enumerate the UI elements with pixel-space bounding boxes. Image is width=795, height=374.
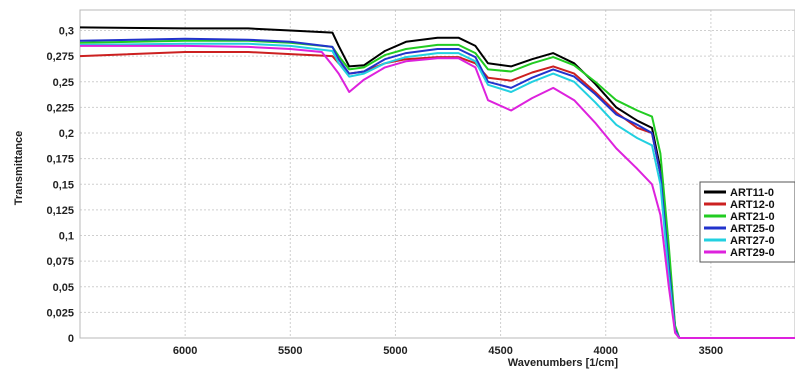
legend-label: ART21-0 (730, 211, 775, 223)
legend: ART11-0ART12-0ART21-0ART25-0ART27-0ART29… (699, 181, 795, 263)
plot-area-border (79, 9, 795, 339)
y-tick-label: 0,025 (46, 307, 74, 319)
series-line-art11-0 (79, 26, 795, 339)
series-line-art25-0 (79, 37, 795, 339)
x-tick-label: 6000 (173, 345, 197, 357)
series-line-art12-0 (79, 51, 795, 339)
x-tick-label: 4500 (488, 345, 512, 357)
series-layer (79, 26, 795, 339)
y-tick-label: 0,275 (46, 51, 74, 63)
y-axis-ticks: 0 0,025 0,05 0,075 0,1 0,125 0,15 0,175 0,2 0,225… (46, 26, 74, 346)
legend-label: ART11-0 (730, 187, 774, 199)
grid-lines (80, 10, 795, 339)
y-tick-label: 0,2 (59, 128, 74, 140)
legend-label: ART12-0 (730, 199, 775, 211)
legend-label: ART29-0 (730, 247, 775, 259)
y-tick-label: 0,15 (53, 179, 74, 191)
legend-label: ART25-0 (730, 223, 775, 235)
y-tick-label: 0,25 (53, 77, 74, 89)
y-tick-label: 0,3 (59, 26, 74, 38)
y-tick-label: 0,05 (53, 282, 74, 294)
legend-box (699, 181, 795, 263)
x-tick-label: 4000 (593, 345, 617, 357)
y-axis-title: Transmittance (13, 131, 25, 206)
y-tick-label: 0,1 (59, 231, 74, 243)
y-tick-label: 0,075 (46, 256, 74, 268)
y-tick-label: 0,175 (46, 154, 74, 166)
series-line-art27-0 (79, 42, 795, 339)
y-tick-label: 0,125 (46, 205, 74, 217)
y-tick-label: 0,225 (46, 102, 74, 114)
y-tick-label: 0 (68, 333, 74, 345)
x-tick-label: 3500 (699, 345, 723, 357)
series-line-art29-0 (80, 44, 795, 339)
x-axis-ticks: 6000 5500 5000 4500 4000 3500 (173, 345, 723, 357)
legend-label: ART27-0 (730, 235, 775, 247)
x-tick-label: 5500 (278, 345, 302, 357)
x-axis-title: Wavenumbers [1/cm] (508, 357, 619, 369)
series-line-art21-0 (79, 39, 795, 339)
x-tick-label: 5000 (383, 345, 407, 357)
